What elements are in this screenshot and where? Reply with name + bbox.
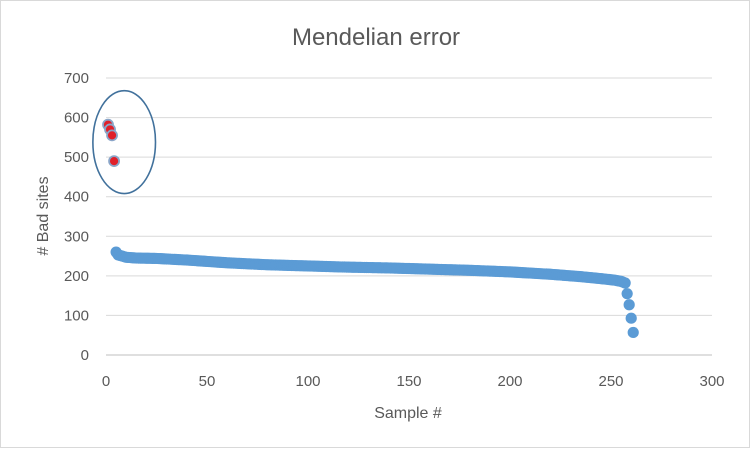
data-point xyxy=(627,326,639,339)
chart-title: Mendelian error xyxy=(292,24,460,51)
x-tick-label: 250 xyxy=(598,373,623,390)
data-point xyxy=(621,288,633,300)
outlier-point xyxy=(106,129,118,142)
y-tick-label: 300 xyxy=(64,228,89,245)
y-tick-label: 600 xyxy=(64,110,89,127)
y-axis-ticks: 0 100 200 300 400 500 600 700 xyxy=(64,70,89,364)
x-tick-label: 0 xyxy=(102,373,110,390)
x-axis-title: Sample # xyxy=(374,405,442,422)
x-tick-label: 50 xyxy=(199,373,216,390)
gridlines xyxy=(106,77,712,356)
x-tick-label: 200 xyxy=(497,373,522,390)
data-points xyxy=(110,246,639,339)
data-point xyxy=(623,299,635,311)
y-tick-label: 500 xyxy=(64,149,89,166)
x-tick-label: 100 xyxy=(295,373,320,390)
y-tick-label: 0 xyxy=(81,347,89,364)
outlier-highlight-ellipse xyxy=(92,89,157,195)
data-point xyxy=(625,312,637,324)
y-tick-label: 200 xyxy=(64,268,89,285)
x-tick-label: 300 xyxy=(699,373,724,390)
x-tick-label: 150 xyxy=(396,373,421,390)
outlier-points xyxy=(102,118,120,168)
y-axis-title: # Bad sites xyxy=(35,176,52,255)
y-tick-label: 100 xyxy=(64,307,89,324)
x-axis-ticks: 0 50 100 150 200 250 300 xyxy=(102,373,725,390)
outlier-point xyxy=(108,155,120,168)
y-tick-label: 400 xyxy=(64,189,89,206)
data-point xyxy=(619,277,631,289)
y-tick-label: 700 xyxy=(64,70,89,87)
